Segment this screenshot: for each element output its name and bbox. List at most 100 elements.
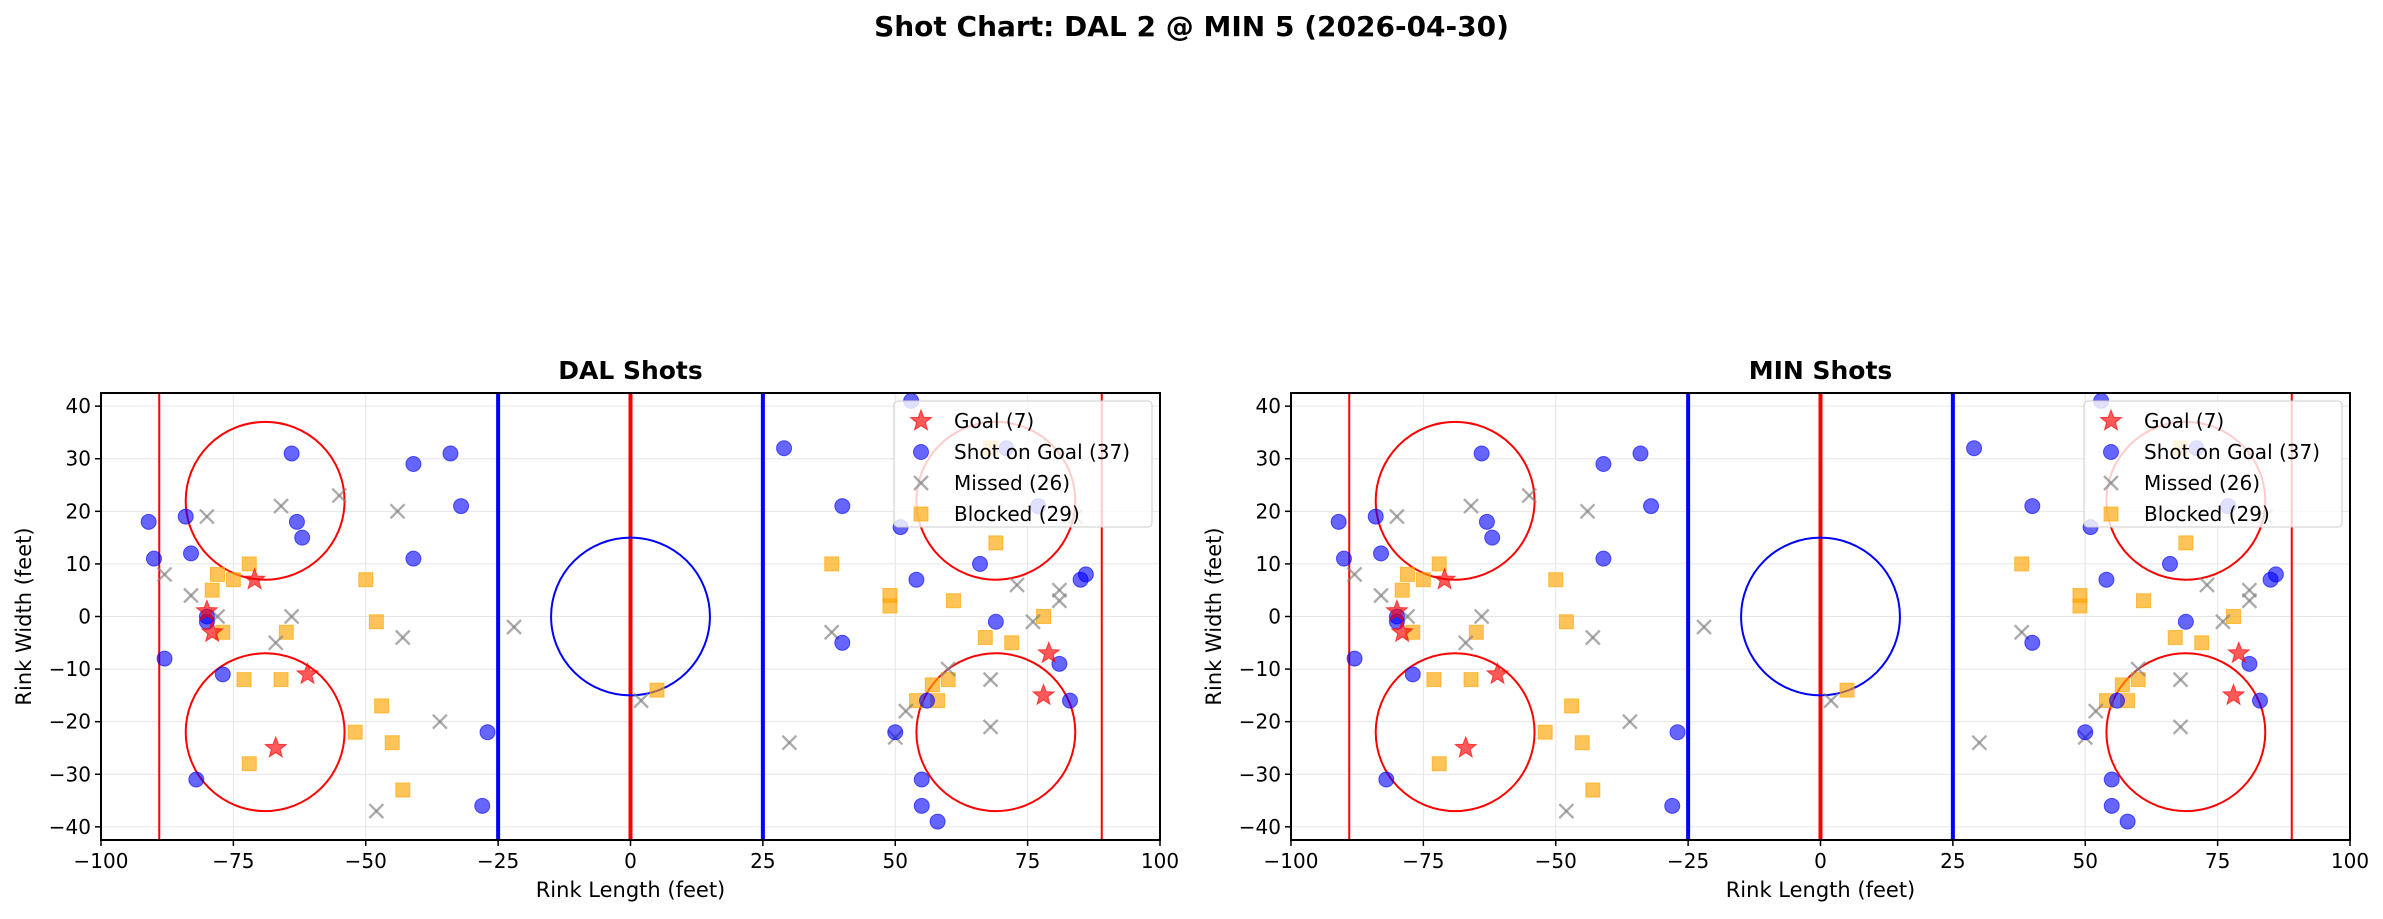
missed-x-stroke: [1025, 613, 1041, 630]
blocked-point: [977, 630, 993, 646]
shot-on-goal-point: [294, 529, 311, 546]
missed-x-stroke: [940, 661, 957, 677]
shot-on-goal-point: [474, 797, 491, 814]
missed-point: [1696, 619, 1712, 635]
missed-point: [1457, 634, 1474, 651]
missed-x-stroke: [273, 498, 289, 514]
shot-on-goal-point: [1669, 724, 1686, 741]
missed-point: [394, 629, 411, 646]
dal-shots-panel: −100 −75 −50 −25 0 25 50 75 100−40−30−20−1001020…: [12, 356, 1179, 902]
shot-on-goal-point: [2177, 613, 2194, 630]
goal-point: [195, 598, 219, 622]
missed-point: [1373, 587, 1389, 604]
shot-on-goal-point: [177, 508, 194, 525]
y-axis-label: Rink Width (feet): [1202, 527, 1226, 705]
shot-on-goal-point: [1484, 529, 1501, 546]
missed-x-stroke: [2241, 592, 2258, 609]
blocked-point: [395, 782, 411, 798]
missed-x-stroke: [2103, 475, 2119, 491]
shot-on-goal-point: [1473, 445, 1490, 462]
blocked-point: [368, 614, 384, 630]
y-tick-label: 40: [66, 394, 91, 418]
missed-x-stroke: [823, 624, 840, 641]
missed-x-stroke: [2199, 577, 2215, 593]
missed-x-stroke: [183, 587, 199, 604]
goal-point: [263, 735, 288, 759]
missed-point: [781, 734, 798, 751]
shot-on-goal-point: [145, 550, 162, 567]
missed-point: [368, 803, 385, 819]
faceoff-circle: [1374, 652, 1536, 813]
missed-x-stroke: [1579, 503, 1596, 520]
shot-on-goal-point: [1378, 771, 1395, 788]
shot-on-goal-point: [140, 513, 157, 530]
missed-point: [1558, 803, 1575, 819]
goal-point: [200, 619, 225, 643]
figure-title: Shot Chart: DAL 2 @ MIN 5 (2026-04-30): [874, 10, 1509, 43]
shot-on-goal-point: [1664, 797, 1681, 814]
goal-point: [2226, 640, 2251, 664]
missed-x-stroke: [368, 803, 385, 819]
legend-box: [2083, 400, 2343, 528]
blocked-point: [236, 672, 252, 688]
shot-on-goal-point: [1966, 440, 1983, 457]
missed-point: [2172, 719, 2189, 735]
y-tick-label: −30: [49, 762, 91, 786]
shot-on-goal-point: [1346, 650, 1363, 667]
missed-point: [897, 703, 914, 720]
blocked-point: [1394, 582, 1410, 598]
missed-x-stroke: [2215, 613, 2231, 630]
missed-point: [389, 503, 406, 520]
shot-on-goal-point: [1595, 550, 1612, 567]
goal-point: [1432, 567, 1457, 590]
missed-x-stroke: [1389, 508, 1405, 525]
shot-on-goal-point: [1061, 692, 1078, 709]
blocked-point: [1839, 682, 1855, 698]
goal-point: [295, 661, 320, 685]
missed-point: [1622, 713, 1638, 730]
goal-point: [1031, 682, 1056, 706]
shot-on-goal-point: [2251, 692, 2268, 709]
shot-on-goal-point: [913, 797, 930, 814]
shot-on-goal-point: [2267, 566, 2284, 583]
missed-point: [432, 713, 448, 730]
legend-marker: [913, 506, 929, 522]
missed-x-stroke: [982, 671, 999, 688]
goal-point: [1453, 735, 1478, 759]
missed-point: [2199, 577, 2215, 593]
legend-label: Missed (26): [954, 471, 1070, 495]
missed-point: [1971, 734, 1988, 751]
legend-label: Blocked (29): [954, 502, 1080, 526]
y-tick-label: 30: [66, 447, 91, 471]
missed-point: [982, 719, 999, 735]
missed-point: [267, 634, 284, 651]
missed-x-stroke: [1823, 692, 1839, 709]
missed-point: [2215, 613, 2231, 630]
missed-point: [283, 608, 300, 625]
missed-point: [633, 692, 649, 709]
missed-x-stroke: [394, 629, 411, 646]
y-tick-label: 0: [1268, 605, 1281, 629]
missed-x-stroke: [1696, 619, 1712, 635]
blocked-point: [204, 582, 220, 598]
goal-point: [1390, 619, 1415, 643]
blocked-point: [1431, 756, 1447, 772]
x-tick-label: −25: [477, 849, 519, 873]
y-tick-label: 0: [78, 605, 91, 629]
missed-point: [1009, 577, 1025, 593]
legend-marker: [2099, 408, 2123, 432]
x-tick-label: −100: [1264, 849, 1319, 873]
blocked-point: [374, 698, 390, 714]
shot-on-goal-point: [2119, 813, 2136, 830]
shot-on-goal-point: [453, 498, 470, 515]
blocked-point: [1585, 782, 1601, 798]
goal-point: [1036, 640, 1061, 664]
blocked-point: [945, 593, 961, 609]
y-axis-label: Rink Width (feet): [12, 527, 36, 705]
missed-x-stroke: [781, 734, 798, 751]
missed-point: [940, 661, 957, 677]
blocked-point: [1574, 735, 1590, 751]
missed-point: [1346, 566, 1363, 583]
panel-title: MIN Shots: [1749, 356, 1893, 385]
y-tick-label: 20: [1256, 499, 1281, 523]
